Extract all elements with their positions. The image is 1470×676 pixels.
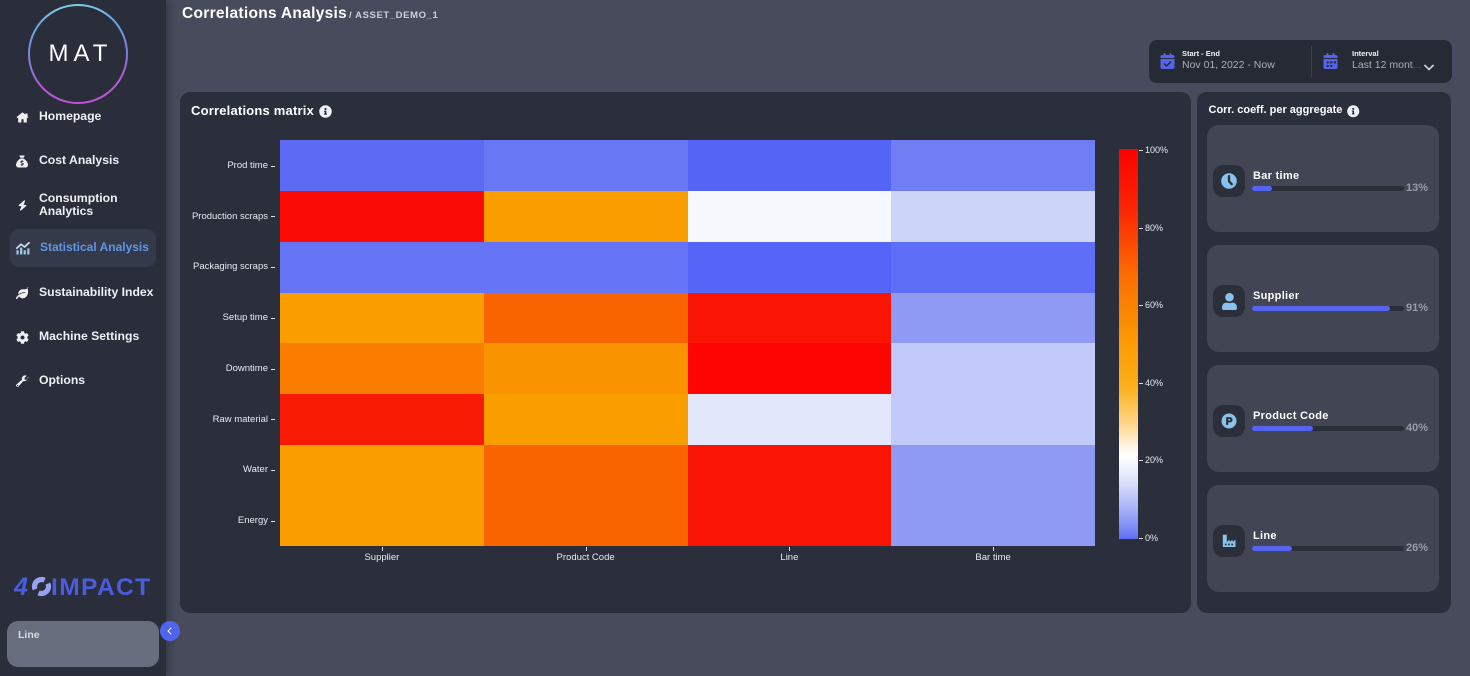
svg-text:4: 4: [14, 576, 28, 600]
svg-text:IMPACT: IMPACT: [51, 576, 152, 600]
svg-text:P: P: [1226, 417, 1233, 428]
